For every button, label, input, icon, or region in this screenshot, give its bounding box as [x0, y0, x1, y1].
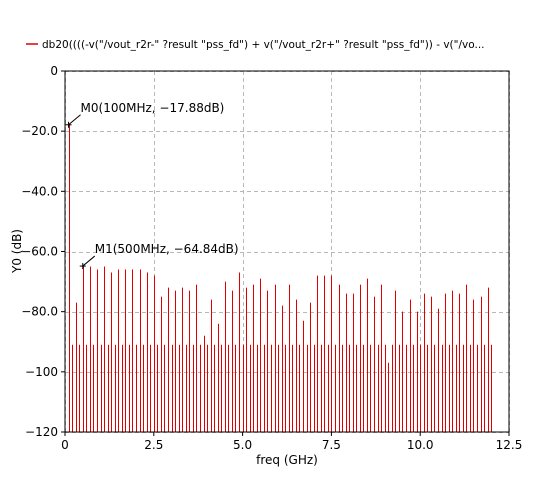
marker-leader	[82, 255, 96, 267]
y-tick-label: −80.0	[21, 305, 58, 319]
x-tick-label: 0	[61, 438, 69, 452]
y-tick-label: −100	[25, 365, 58, 379]
y-tick-label: −40.0	[21, 184, 58, 198]
y-tick-label: −20.0	[21, 124, 58, 138]
x-tick-label: 7.5	[322, 438, 341, 452]
x-tick-label: 12.5	[496, 438, 523, 452]
x-axis: 0 2.5 5.0 7.5 10.0 12.5	[61, 432, 522, 452]
y-axis-label: Y0 (dB)	[10, 229, 24, 274]
x-tick-label: 2.5	[144, 438, 163, 452]
y-tick-label: 0	[50, 64, 58, 78]
series-bars	[69, 124, 492, 432]
marker-label[interactable]: M1(500MHz, −64.84dB)	[95, 242, 239, 256]
markers[interactable]: M0(100MHz, −17.88dB) M1(500MHz, −64.84dB)	[65, 101, 239, 270]
marker-label[interactable]: M0(100MHz, −17.88dB)	[81, 101, 225, 115]
y-tick-label: −60.0	[21, 245, 58, 259]
y-axis: 0 −20.0 −40.0 −60.0 −80.0 −100 −120	[21, 64, 65, 439]
x-tick-label: 5.0	[233, 438, 252, 452]
legend[interactable]: db20((((-v("/vout_r2r-" ?result "pss_fd"…	[26, 39, 485, 51]
plot-area[interactable]	[64, 70, 510, 433]
x-axis-label: freq (GHz)	[256, 453, 318, 467]
legend-label: db20((((-v("/vout_r2r-" ?result "pss_fd"…	[42, 39, 485, 51]
x-tick-label: 10.0	[407, 438, 434, 452]
y-tick-label: −120	[25, 425, 58, 439]
marker-leader	[68, 114, 81, 126]
